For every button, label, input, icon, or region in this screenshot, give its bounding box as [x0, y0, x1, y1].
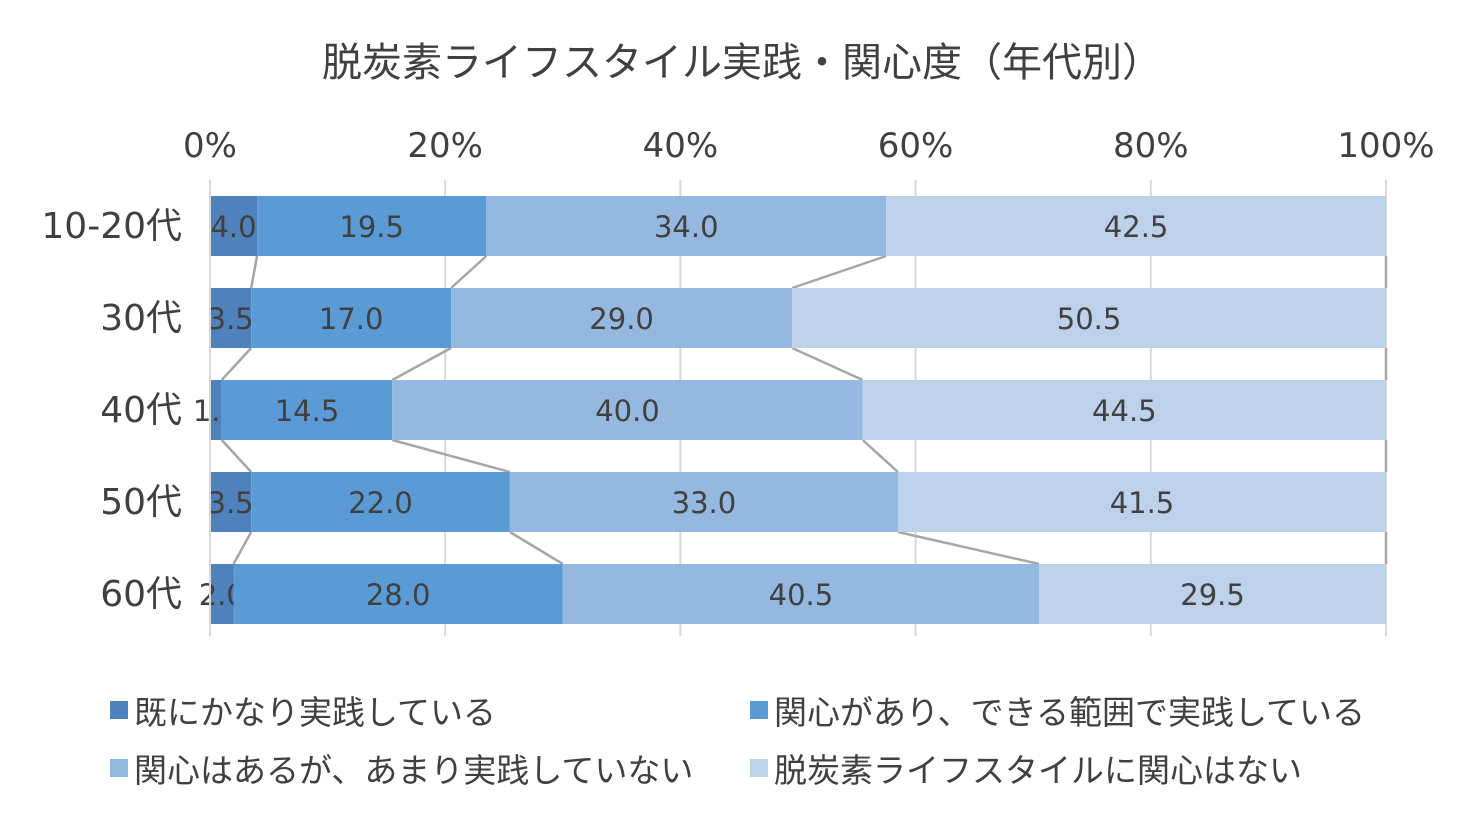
category-label: 30代 — [100, 298, 182, 339]
legend-label-series-3: 関心はあるが、あまり実践していない — [134, 751, 694, 790]
series-line — [897, 530, 1040, 566]
bar-segment — [451, 288, 793, 348]
bar-segment — [210, 288, 252, 348]
bar-segment — [486, 196, 887, 256]
data-label: 3.5 — [208, 486, 254, 520]
legend-item-series-3: 関心はあるが、あまり実践していない — [110, 744, 693, 792]
bar-segment — [251, 472, 510, 532]
x-tick-label: 80% — [1113, 126, 1189, 166]
data-label: 50.5 — [1057, 302, 1122, 336]
chart-title: 脱炭素ライフスタイル実践・関心度（年代別） — [322, 40, 1162, 86]
series-line — [391, 438, 511, 474]
legend-label-series-1: 既にかなり実践している — [134, 693, 497, 732]
data-label: 17.0 — [319, 302, 384, 336]
data-label: 29.5 — [1180, 578, 1245, 612]
bar-segment — [210, 472, 252, 532]
stacked-bar-chart: 0% 20% 40% 60% 80% 100% 10-20代 4.0 19.5 34.0 42.5 3… — [41, 126, 1435, 636]
data-label: 4.0 — [210, 210, 256, 244]
data-label: 14.5 — [275, 394, 340, 428]
series-line — [220, 347, 253, 381]
bar-segment — [509, 472, 898, 532]
data-label: 19.5 — [339, 210, 404, 244]
category-label: 10-20代 — [41, 206, 182, 247]
data-label: 34.0 — [654, 210, 719, 244]
bar-segment — [210, 380, 222, 440]
data-label: 40.5 — [769, 578, 834, 612]
legend-label-series-4: 脱炭素ライフスタイルに関心はない — [774, 751, 1302, 790]
x-tick-label: 20% — [407, 126, 483, 166]
x-tick-label: 40% — [643, 126, 719, 166]
bar-segment — [210, 196, 258, 256]
legend-swatch-series-1 — [110, 701, 128, 719]
category-label: 60代 — [100, 574, 182, 615]
legend-item-series-2: 関心があり、できる範囲で実践している — [750, 686, 1365, 734]
series-line — [391, 346, 452, 382]
series-line — [232, 531, 253, 565]
bar-segment — [251, 288, 452, 348]
bar-segment — [562, 564, 1040, 624]
series-line — [249, 255, 259, 289]
bar-segment — [897, 472, 1386, 532]
bar-segment — [221, 380, 393, 440]
data-label: 28.0 — [366, 578, 431, 612]
series-line — [791, 254, 887, 290]
bar-segment — [862, 380, 1386, 440]
data-label: 40.0 — [595, 394, 660, 428]
bar-segment — [792, 288, 1386, 348]
data-label: 44.5 — [1092, 394, 1157, 428]
legend-label-series-2: 関心があり、できる範囲で実践している — [774, 693, 1366, 732]
data-label: 41.5 — [1110, 486, 1175, 520]
bar-segment — [233, 564, 563, 624]
bar-segment — [886, 196, 1386, 256]
x-tick-label: 100% — [1337, 126, 1434, 166]
x-tick-label: 60% — [878, 126, 954, 166]
legend-swatch-series-3 — [110, 759, 128, 777]
category-label: 50代 — [100, 482, 182, 523]
data-label: 22.0 — [348, 486, 413, 520]
series-line — [450, 255, 488, 289]
legend-swatch-series-4 — [750, 759, 768, 777]
series-line — [509, 530, 564, 566]
legend-item-series-4: 脱炭素ライフスタイルに関心はない — [750, 744, 1302, 792]
data-label: 42.5 — [1104, 210, 1169, 244]
bar-segment — [210, 564, 234, 624]
series-line — [220, 439, 253, 473]
x-tick-label: 0% — [183, 126, 237, 166]
bar-segment — [1039, 564, 1386, 624]
data-label: 29.0 — [589, 302, 654, 336]
series-line — [791, 346, 864, 382]
legend-swatch-series-2 — [750, 701, 768, 719]
series-line — [861, 439, 899, 473]
bar-segment — [257, 196, 487, 256]
data-label: 33.0 — [672, 486, 737, 520]
legend-item-series-1: 既にかなり実践している — [110, 686, 496, 734]
data-label: 3.5 — [208, 302, 254, 336]
category-label: 40代 — [100, 390, 182, 431]
bar-segment — [392, 380, 863, 440]
